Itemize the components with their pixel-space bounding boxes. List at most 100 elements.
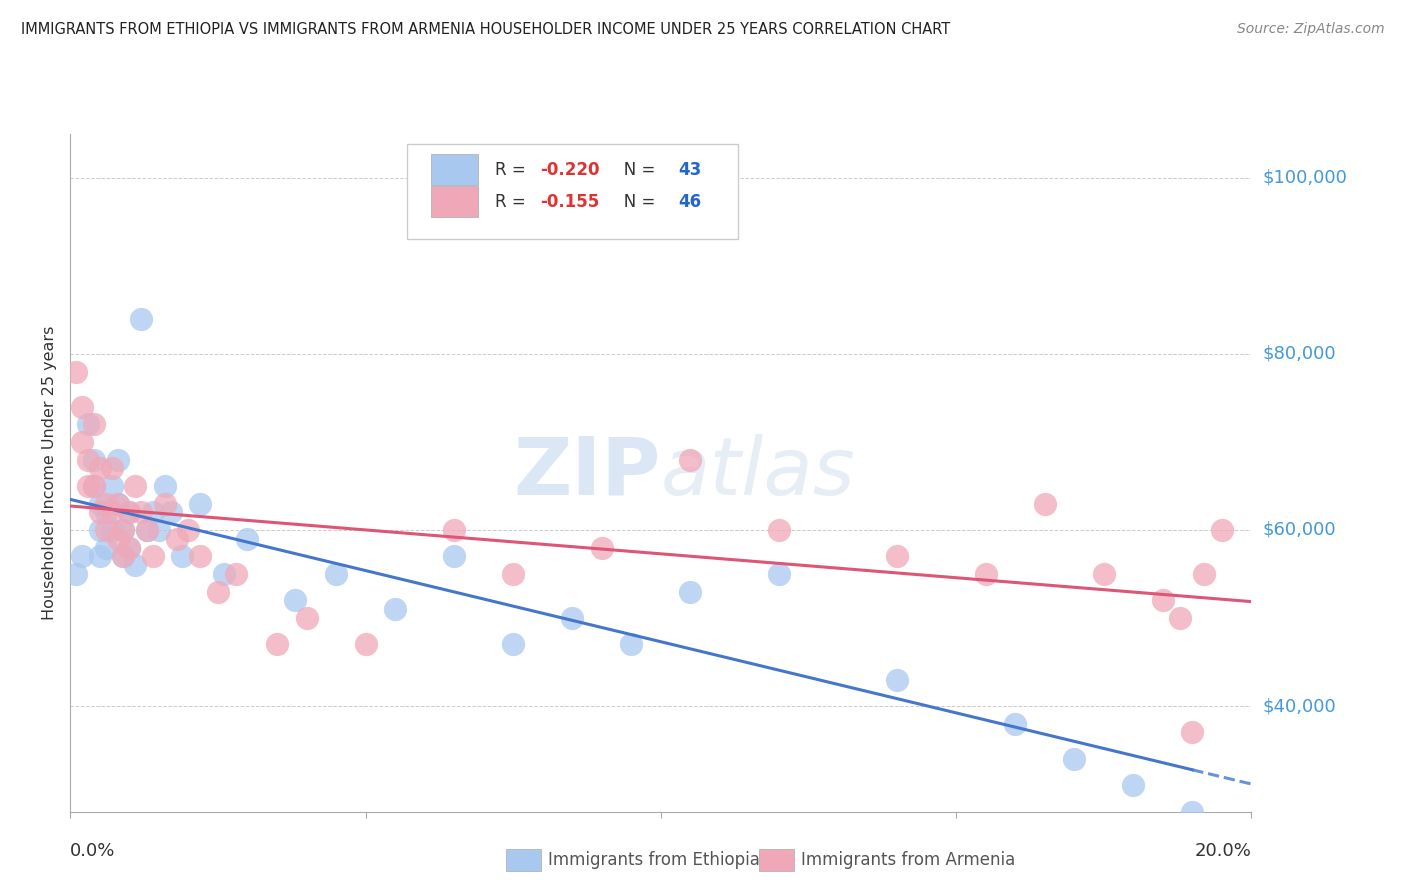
Point	[118, 505, 141, 519]
Point	[225, 567, 247, 582]
Point	[1033, 497, 1056, 511]
Point	[153, 497, 176, 511]
Text: -0.220: -0.220	[540, 161, 600, 178]
Point	[124, 479, 146, 493]
Point	[1181, 805, 1204, 819]
Point	[148, 523, 170, 537]
Point	[502, 567, 524, 582]
Point	[325, 567, 347, 582]
Point	[284, 593, 307, 607]
Point	[166, 532, 188, 546]
Point	[354, 637, 377, 651]
Point	[70, 549, 93, 564]
Text: atlas: atlas	[661, 434, 856, 512]
Point	[129, 505, 152, 519]
Point	[1152, 593, 1174, 607]
Point	[118, 505, 141, 519]
Point	[70, 434, 93, 449]
Point	[94, 523, 117, 537]
Point	[83, 417, 105, 432]
Point	[100, 523, 122, 537]
Text: $80,000: $80,000	[1263, 345, 1336, 363]
Point	[89, 505, 111, 519]
Point	[112, 549, 135, 564]
Point	[107, 452, 129, 467]
Point	[1004, 716, 1026, 731]
Text: ZIP: ZIP	[513, 434, 661, 512]
Point	[118, 541, 141, 555]
Point	[89, 549, 111, 564]
Text: 46: 46	[679, 193, 702, 211]
Point	[153, 479, 176, 493]
Point	[886, 549, 908, 564]
Point	[502, 637, 524, 651]
Point	[236, 532, 259, 546]
Point	[83, 452, 105, 467]
Point	[77, 417, 100, 432]
Point	[679, 452, 702, 467]
Text: $40,000: $40,000	[1263, 697, 1336, 715]
Point	[159, 505, 181, 519]
Point	[266, 637, 288, 651]
Point	[77, 452, 100, 467]
Text: Source: ZipAtlas.com: Source: ZipAtlas.com	[1237, 22, 1385, 37]
Text: -0.155: -0.155	[540, 193, 599, 211]
Point	[129, 311, 152, 326]
Point	[172, 549, 194, 564]
Y-axis label: Householder Income Under 25 years: Householder Income Under 25 years	[42, 326, 58, 620]
Point	[100, 461, 122, 475]
Point	[94, 497, 117, 511]
Text: $60,000: $60,000	[1263, 521, 1336, 539]
Point	[124, 558, 146, 573]
Point	[83, 479, 105, 493]
Text: R =: R =	[495, 161, 531, 178]
Point	[561, 611, 583, 625]
Point	[591, 541, 613, 555]
Point	[212, 567, 235, 582]
Point	[207, 584, 229, 599]
Point	[188, 549, 211, 564]
Point	[1170, 611, 1192, 625]
Point	[89, 461, 111, 475]
Text: N =: N =	[607, 193, 661, 211]
Point	[768, 567, 790, 582]
Point	[118, 541, 141, 555]
Point	[384, 602, 406, 616]
Point	[1092, 567, 1115, 582]
Point	[443, 549, 465, 564]
Point	[77, 479, 100, 493]
Point	[107, 532, 129, 546]
Point	[100, 505, 122, 519]
Point	[177, 523, 200, 537]
Text: Immigrants from Armenia: Immigrants from Armenia	[801, 851, 1015, 869]
Point	[112, 523, 135, 537]
Point	[136, 523, 159, 537]
Text: R =: R =	[495, 193, 531, 211]
Point	[679, 584, 702, 599]
Point	[620, 637, 643, 651]
Text: $100,000: $100,000	[1263, 169, 1347, 186]
Point	[89, 523, 111, 537]
Point	[886, 673, 908, 687]
Point	[1122, 778, 1144, 792]
Point	[70, 400, 93, 414]
Point	[65, 364, 87, 378]
Point	[295, 611, 318, 625]
Point	[1181, 725, 1204, 739]
Point	[142, 505, 165, 519]
Point	[89, 497, 111, 511]
Text: IMMIGRANTS FROM ETHIOPIA VS IMMIGRANTS FROM ARMENIA HOUSEHOLDER INCOME UNDER 25 : IMMIGRANTS FROM ETHIOPIA VS IMMIGRANTS F…	[21, 22, 950, 37]
Point	[1211, 523, 1233, 537]
Point	[107, 497, 129, 511]
Point	[443, 523, 465, 537]
Point	[83, 479, 105, 493]
Point	[142, 549, 165, 564]
Text: 20.0%: 20.0%	[1195, 842, 1251, 860]
Point	[112, 523, 135, 537]
FancyBboxPatch shape	[406, 144, 738, 239]
Point	[188, 497, 211, 511]
Point	[94, 541, 117, 555]
Point	[65, 567, 87, 582]
Point	[136, 523, 159, 537]
Point	[1063, 752, 1085, 766]
